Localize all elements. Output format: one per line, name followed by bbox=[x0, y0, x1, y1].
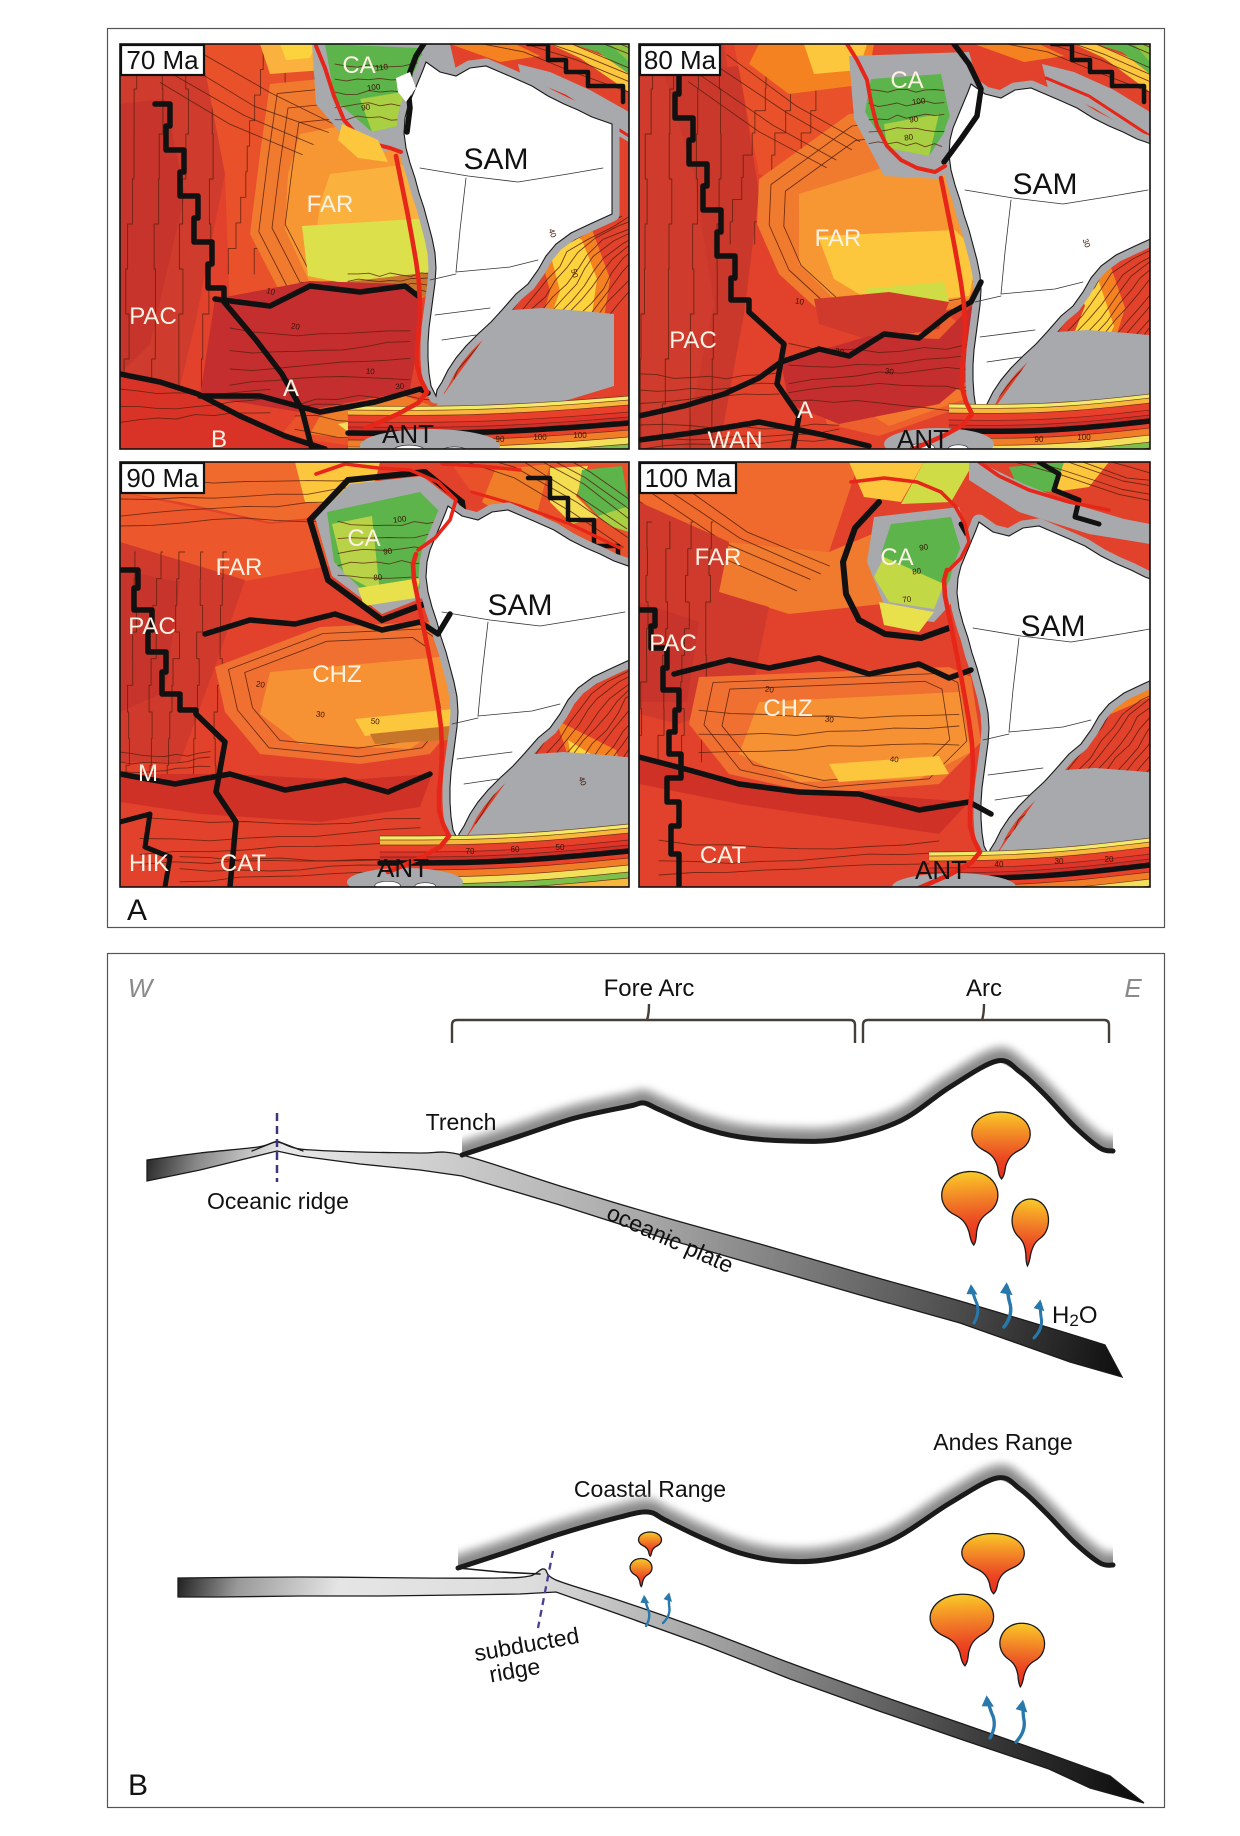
svg-text:80: 80 bbox=[373, 573, 383, 583]
svg-text:FAR: FAR bbox=[307, 191, 354, 218]
svg-text:10: 10 bbox=[365, 367, 375, 377]
svg-text:10: 10 bbox=[265, 286, 276, 297]
svg-text:B: B bbox=[211, 426, 227, 453]
svg-text:30: 30 bbox=[884, 366, 895, 376]
svg-text:A: A bbox=[283, 375, 299, 402]
svg-text:CHZ: CHZ bbox=[763, 695, 812, 722]
svg-text:20: 20 bbox=[290, 321, 301, 332]
svg-text:PAC: PAC bbox=[128, 613, 176, 640]
svg-text:80: 80 bbox=[904, 132, 915, 142]
svg-text:20: 20 bbox=[255, 679, 266, 690]
svg-text:ANT: ANT bbox=[377, 853, 429, 883]
svg-text:Fore Arc: Fore Arc bbox=[604, 975, 695, 1002]
svg-text:30: 30 bbox=[315, 709, 326, 719]
svg-text:Trench: Trench bbox=[426, 1109, 497, 1135]
svg-text:B: B bbox=[128, 1769, 148, 1802]
svg-text:100: 100 bbox=[1077, 433, 1091, 442]
svg-text:20: 20 bbox=[764, 684, 775, 695]
svg-text:30: 30 bbox=[395, 382, 405, 392]
svg-text:Arc: Arc bbox=[966, 975, 1002, 1002]
svg-text:H2O: H2O bbox=[1052, 1302, 1097, 1330]
svg-text:70 Ma: 70 Ma bbox=[126, 45, 199, 75]
svg-text:CA: CA bbox=[347, 525, 380, 552]
svg-text:50: 50 bbox=[569, 268, 580, 279]
svg-text:90: 90 bbox=[919, 542, 930, 552]
svg-text:SAM: SAM bbox=[1020, 610, 1085, 643]
svg-text:A: A bbox=[797, 397, 813, 424]
svg-text:PAC: PAC bbox=[669, 327, 717, 354]
svg-text:100: 100 bbox=[366, 82, 381, 93]
svg-text:20: 20 bbox=[1105, 855, 1114, 864]
svg-text:100: 100 bbox=[533, 433, 547, 442]
svg-text:ANT: ANT bbox=[382, 419, 434, 449]
svg-text:PAC: PAC bbox=[649, 630, 697, 657]
svg-text:30: 30 bbox=[1081, 237, 1093, 249]
svg-text:40: 40 bbox=[547, 227, 559, 239]
svg-text:70: 70 bbox=[466, 847, 475, 856]
svg-text:WAN: WAN bbox=[707, 427, 762, 454]
svg-text:FAR: FAR bbox=[216, 554, 263, 581]
svg-text:CHZ: CHZ bbox=[312, 661, 361, 688]
svg-text:90: 90 bbox=[361, 102, 372, 112]
svg-text:30: 30 bbox=[824, 714, 835, 724]
svg-text:40: 40 bbox=[889, 755, 899, 765]
svg-text:ANT: ANT bbox=[897, 424, 949, 454]
svg-text:Oceanic ridge: Oceanic ridge bbox=[207, 1188, 349, 1214]
svg-text:90: 90 bbox=[383, 546, 394, 556]
svg-text:20: 20 bbox=[834, 346, 845, 357]
svg-text:CA: CA bbox=[880, 544, 913, 571]
svg-text:70: 70 bbox=[902, 595, 912, 605]
svg-text:CAT: CAT bbox=[700, 842, 747, 869]
svg-text:10: 10 bbox=[794, 296, 805, 307]
svg-text:40: 40 bbox=[577, 775, 589, 787]
svg-text:E: E bbox=[1124, 973, 1142, 1003]
svg-text:100: 100 bbox=[911, 96, 926, 107]
svg-text:90: 90 bbox=[909, 114, 920, 124]
svg-text:CA: CA bbox=[342, 52, 375, 79]
svg-text:PAC: PAC bbox=[129, 303, 177, 330]
svg-text:Andes Range: Andes Range bbox=[933, 1429, 1072, 1455]
svg-text:HIK: HIK bbox=[129, 850, 169, 877]
svg-text:A: A bbox=[127, 894, 147, 927]
svg-text:M: M bbox=[138, 760, 158, 787]
svg-text:60: 60 bbox=[511, 845, 520, 854]
svg-text:FAR: FAR bbox=[695, 544, 742, 571]
svg-text:80: 80 bbox=[912, 566, 923, 576]
svg-text:90: 90 bbox=[1035, 435, 1044, 444]
svg-text:80 Ma: 80 Ma bbox=[644, 45, 717, 75]
svg-text:30: 30 bbox=[1055, 857, 1064, 866]
svg-text:110: 110 bbox=[375, 62, 389, 73]
svg-text:FAR: FAR bbox=[815, 225, 862, 252]
svg-text:90 Ma: 90 Ma bbox=[126, 463, 199, 493]
svg-text:100: 100 bbox=[573, 431, 587, 440]
svg-text:ANT: ANT bbox=[915, 855, 967, 885]
svg-text:SAM: SAM bbox=[487, 589, 552, 622]
svg-text:Coastal Range: Coastal Range bbox=[574, 1476, 726, 1502]
svg-text:SAM: SAM bbox=[1012, 168, 1077, 201]
svg-text:100 Ma: 100 Ma bbox=[645, 463, 732, 493]
svg-text:50: 50 bbox=[370, 717, 380, 727]
svg-text:CA: CA bbox=[890, 67, 923, 94]
svg-text:90: 90 bbox=[496, 435, 505, 444]
svg-text:100: 100 bbox=[392, 514, 407, 525]
svg-text:CAT: CAT bbox=[220, 850, 267, 877]
svg-text:40: 40 bbox=[995, 860, 1004, 869]
svg-text:SAM: SAM bbox=[463, 143, 528, 176]
svg-text:50: 50 bbox=[556, 843, 565, 852]
svg-text:W: W bbox=[128, 973, 155, 1003]
